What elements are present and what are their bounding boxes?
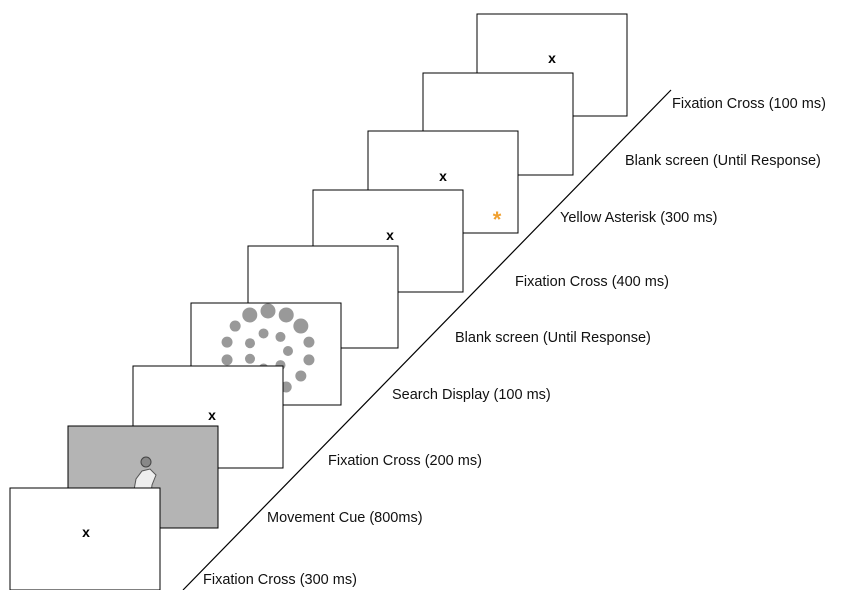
frame-label: Fixation Cross (200 ms) [328,453,482,469]
frame-label: Fixation Cross (400 ms) [515,274,669,290]
search-dot [230,321,241,332]
hand-knob [141,457,151,467]
frame-label: Yellow Asterisk (300 ms) [560,210,717,226]
trial-diagram: x x * x x x Fixation Cross (300 ms) Movement Cu… [0,0,854,590]
search-dot [222,354,233,365]
search-dot [242,307,257,322]
fixation-marker: x [439,168,447,184]
search-dot [259,328,269,338]
frame: x [10,488,160,590]
frame-label: Blank screen (Until Response) [625,153,821,169]
frame-label: Blank screen (Until Response) [455,330,651,346]
asterisk: * [493,207,502,232]
search-dot [303,354,314,365]
fixation-marker: x [208,407,216,423]
search-dot [245,338,255,348]
fixation-marker: x [548,50,556,66]
search-dot [295,370,306,381]
search-dot [275,332,285,342]
frame-label: Search Display (100 ms) [392,387,551,403]
search-dot [245,354,255,364]
search-dot [283,346,293,356]
search-dot [261,304,276,319]
search-dot [279,307,294,322]
search-dot [303,337,314,348]
frame-label: Fixation Cross (100 ms) [672,96,826,112]
frame-label: Movement Cue (800ms) [267,510,423,526]
fixation-marker: x [386,227,394,243]
frame-label: Fixation Cross (300 ms) [203,572,357,588]
fixation-marker: x [82,524,90,540]
search-dot [293,319,308,334]
search-dot [222,337,233,348]
